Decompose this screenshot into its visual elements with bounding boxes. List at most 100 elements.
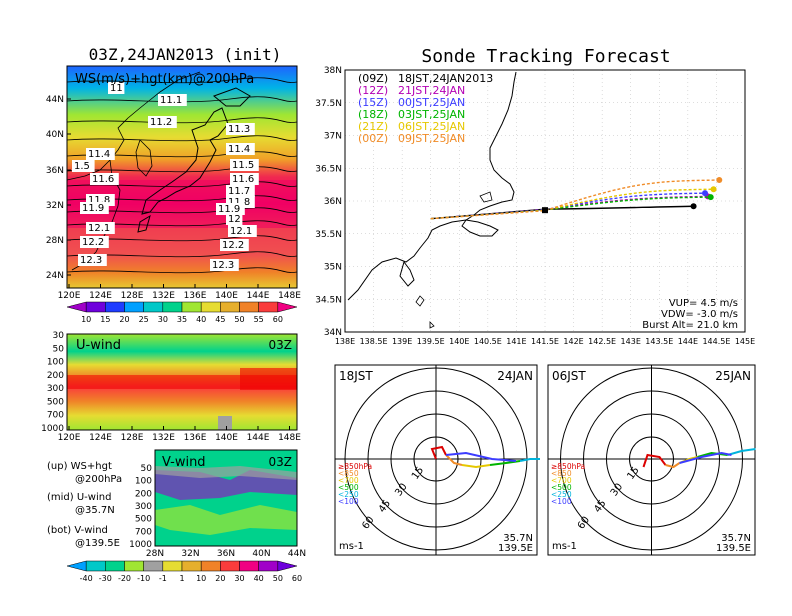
pressure-tick-label: 700 (47, 411, 64, 421)
unit-label: ms-1 (552, 541, 577, 552)
contour-labels: 1111.111.211.311.411.511.611.711.811.912… (72, 82, 259, 271)
contour-label-bg (226, 143, 255, 155)
track-launch-label: (00Z) (358, 132, 388, 145)
burst-marker (542, 207, 548, 214)
lon-tick-label: 148E (278, 433, 301, 443)
lat-tick-label: 36.5N (315, 164, 342, 174)
pressure-legend-item: <700 (551, 476, 572, 485)
location-lon: 139.5E (498, 543, 533, 554)
height-contour (66, 135, 298, 142)
hodograph-trace (697, 451, 728, 458)
u-land-mask (218, 416, 232, 430)
legend-mid-a: (mid) U-wind (47, 492, 111, 503)
contour-label: 11.6 (232, 174, 254, 185)
colorbar-label: -10 (137, 574, 150, 583)
pressure-legend-item: <500 (338, 483, 359, 492)
lat-tick-label: 28N (146, 549, 164, 559)
track-arrival-label: 18JST,24JAN2013 (398, 72, 493, 85)
lon-tick-label: 144E (247, 433, 270, 443)
contour-label: 11.3 (228, 124, 250, 135)
izu-peninsula (399, 260, 415, 287)
pressure-legend-item: <850 (551, 469, 572, 478)
hodograph-trace (665, 462, 681, 469)
colorbar-label: 10 (196, 574, 206, 583)
colorbar-label: 20 (215, 574, 225, 583)
track-launch-label: (15Z) (358, 96, 388, 109)
colorbar-segment (277, 560, 298, 572)
location-lon: 139.5E (716, 543, 751, 554)
lat-tick-label: 37N (324, 132, 342, 142)
contour-label: 11 (110, 83, 123, 94)
colorbar-label: 50 (234, 315, 244, 324)
height-contour (66, 251, 298, 258)
colorbar-label: 25 (139, 315, 149, 324)
ws-panel-label: WS(m/s)+hgt(km)@200hPa (75, 72, 254, 87)
lat-tick-label: 35N (324, 263, 342, 273)
colorbar-segment (124, 301, 144, 313)
colorbar-segment (66, 560, 87, 572)
lat-tick-label: 36N (217, 549, 235, 559)
v-colorbar-labels: -40 -30 -20 -10 -1 1 10 20 30 40 50 60 (80, 574, 302, 583)
lat-tick-label: 44N (46, 95, 64, 105)
lon-tick-label: 145E (735, 337, 755, 346)
v-gray-region (155, 466, 297, 480)
left-legend: (up) WS+hgt @200hPa (mid) U-wind @35.7N … (47, 461, 122, 549)
lat-tick-label: 35.5N (315, 230, 342, 240)
contour-label-bg (86, 148, 115, 160)
lon-tick-label: 132E (152, 433, 175, 443)
sonde-track (430, 196, 711, 220)
colorbar-segment (181, 301, 202, 313)
lon-tick-label: 144.5E (702, 337, 730, 346)
lat-tick-label: 37.5N (315, 99, 342, 109)
contour-label: 12.3 (80, 255, 102, 266)
location-lat: 35.7N (503, 533, 533, 544)
contour-label: 11.6 (92, 174, 114, 185)
contour-label: 12 (228, 214, 241, 225)
contour-label-bg (230, 159, 259, 171)
pressure-tick-label: 200 (135, 489, 152, 499)
lon-tick-label: 132E (152, 291, 175, 301)
height-contour (66, 117, 298, 124)
lat-tick-label: 44N (288, 549, 306, 559)
ws-colorbar (66, 301, 298, 313)
legend-mid-b: @35.7N (75, 505, 115, 516)
colorbar-segment (85, 301, 106, 313)
lon-tick-label: 138.5E (360, 337, 388, 346)
contour-label-bg (72, 160, 95, 172)
colorbar-segment (277, 301, 298, 313)
height-contour (66, 181, 298, 188)
v-frame (154, 449, 298, 547)
hodograph-trace (727, 448, 756, 456)
contour-label: 11.4 (228, 144, 250, 155)
map-lon-ticks: 138E 138.5E 139E 139.5E 140E 140.5E 141E 141.5E… (335, 337, 755, 346)
colorbar-label: 20 (119, 315, 129, 324)
contour-label: 11.4 (88, 149, 110, 160)
param-vup: VUP= 4.5 m/s (669, 298, 738, 309)
lat-tick-label: 34.5N (315, 295, 342, 305)
lon-tick-label: 140.5E (474, 337, 502, 346)
colorbar-label: 60 (273, 315, 283, 324)
colorbar-label: 1 (179, 574, 184, 583)
track-endpoint (690, 203, 697, 210)
colorbar-label: -40 (80, 574, 93, 583)
colorbar-segment (66, 301, 87, 313)
izu-island-small (429, 321, 435, 329)
sonde-track (430, 179, 720, 220)
ws-panel: 1111.111.211.311.411.511.611.711.811.912… (46, 65, 301, 324)
colorbar-segment (239, 301, 259, 313)
izu-island (415, 295, 425, 307)
pressure-tick-label: 100 (47, 358, 64, 368)
hodograph-time: 06JST (552, 369, 586, 383)
map-frame (344, 69, 746, 333)
pressure-tick-label: 1000 (41, 424, 64, 434)
lon-tick-label: 136E (184, 291, 207, 301)
height-contour (66, 77, 298, 84)
pressure-tick-label: 300 (47, 384, 64, 394)
colorbar-segment (200, 560, 221, 572)
param-vdw: VDW= -3.0 m/s (661, 309, 738, 320)
track-legend: (09Z) 18JST,24JAN2013 (12Z) 21JST,24JAN (15Z… (358, 72, 493, 145)
lat-tick-label: 36N (46, 166, 64, 176)
right-title: Sonde Tracking Forecast (421, 46, 670, 67)
